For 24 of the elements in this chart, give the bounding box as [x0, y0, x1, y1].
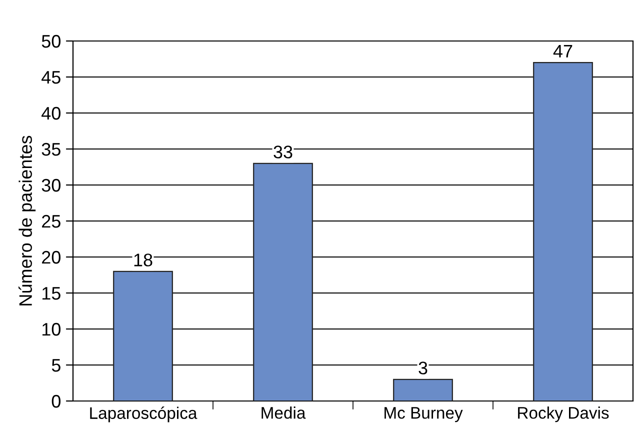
data-label: 18 [134, 254, 152, 266]
y-tick-label: 35 [42, 142, 60, 156]
data-label: 33 [274, 146, 292, 158]
bar [253, 162, 313, 401]
y-tick-label: 15 [42, 287, 60, 300]
x-tick-label: Laparoscópica [90, 406, 198, 422]
data-label: 3 [418, 362, 428, 374]
x-tick-label: Rocky Davis [518, 406, 609, 422]
y-tick-label: 5 [52, 359, 60, 372]
y-tick-label: 30 [42, 178, 60, 192]
y-tick-label: 20 [42, 250, 60, 264]
x-tick-label: Mc Burney [384, 407, 463, 422]
data-label: 47 [553, 44, 572, 58]
x-tick-label: Media [262, 406, 306, 419]
bar [113, 270, 173, 401]
y-tick-label: 40 [42, 106, 60, 120]
y-axis-title: Número de pacientes [18, 136, 36, 306]
y-tick-label: 50 [42, 34, 60, 48]
y-tick-label: 25 [42, 214, 60, 228]
y-tick-label: 45 [42, 71, 60, 84]
y-tick-label: 10 [42, 322, 60, 336]
y-tick-label: 0 [52, 394, 60, 408]
bar [533, 62, 593, 401]
bar [393, 378, 453, 401]
